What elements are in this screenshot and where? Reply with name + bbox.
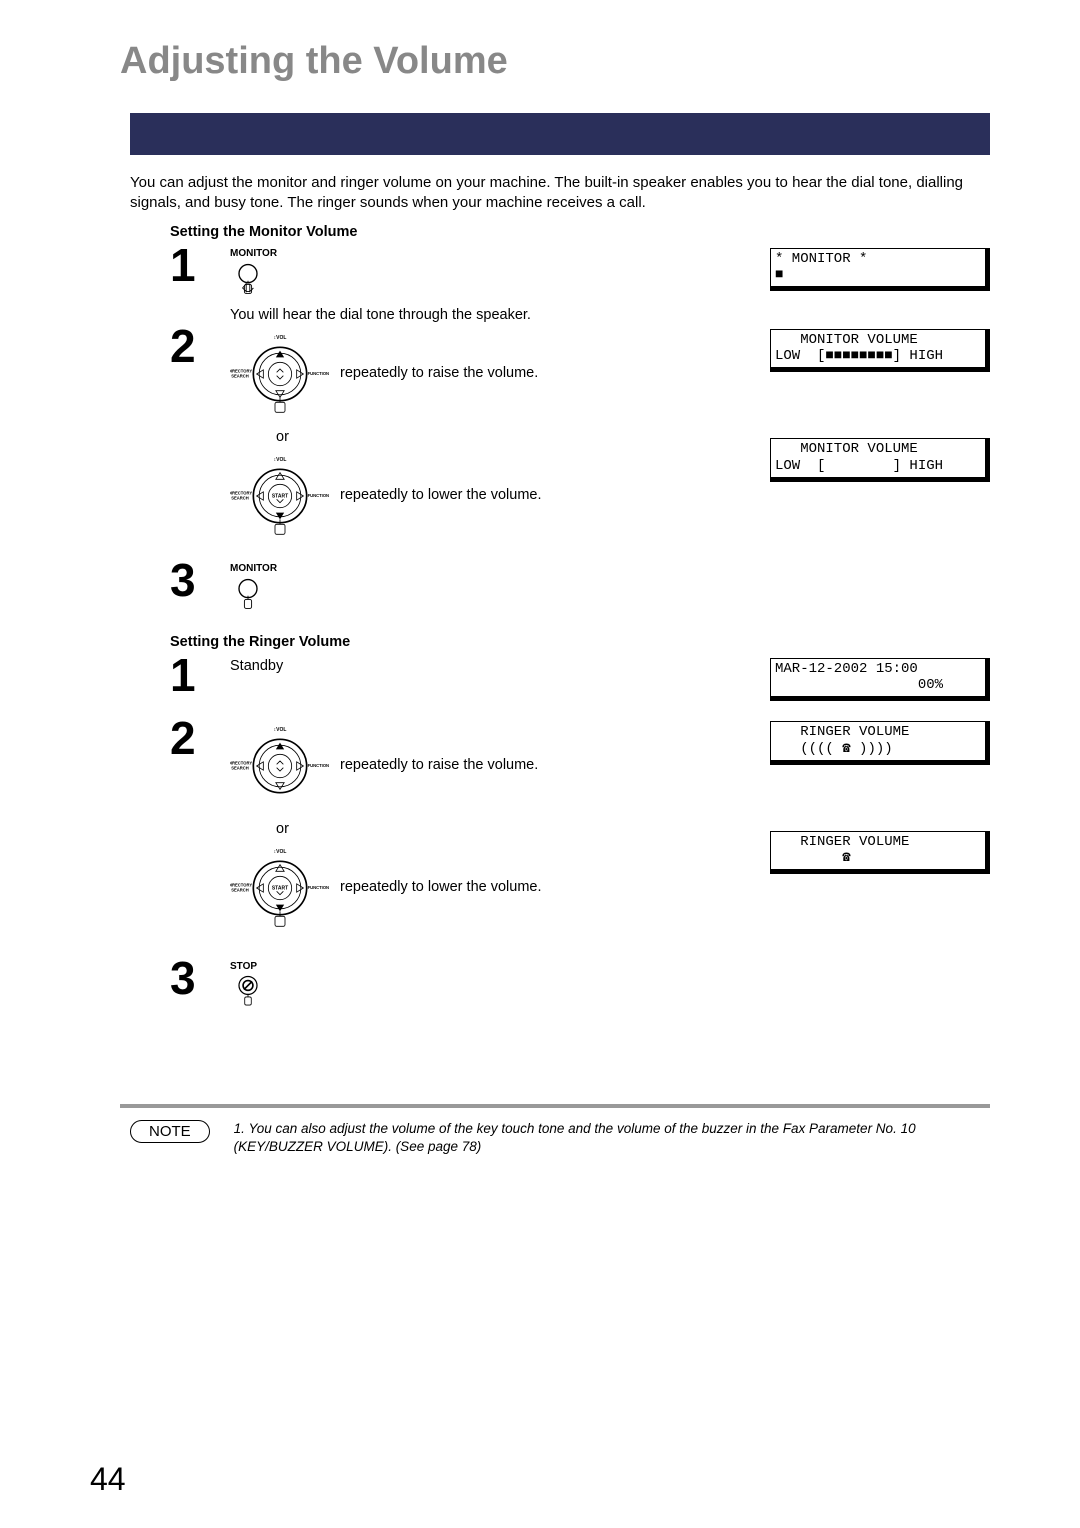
svg-text:START: START: [272, 886, 288, 892]
lcd-monitor-star: * MONITOR * ■: [770, 248, 990, 292]
step1-text: You will hear the dial tone through the …: [230, 307, 770, 323]
section1-heading: Setting the Monitor Volume: [170, 224, 990, 240]
raise-text: repeatedly to raise the volume.: [340, 721, 538, 773]
svg-text:FUNCTION: FUNCTION: [308, 492, 329, 497]
lcd-ringer-low: RINGER VOLUME ☎: [770, 831, 990, 875]
s2-step2: 2 ↕VOL DIRECTORY SEARCH FUNCTION: [170, 715, 990, 937]
page-number: 44: [90, 1461, 126, 1498]
monitor-label: MONITOR: [230, 563, 770, 574]
step-number: 2: [170, 715, 230, 761]
nav-wheel-down-icon: ↕VOL DIRECTORY SEARCH FUNCTION START: [230, 451, 330, 545]
stop-label: STOP: [230, 961, 770, 972]
svg-text:START: START: [272, 493, 288, 499]
note-text: 1. You can also adjust the volume of the…: [234, 1120, 990, 1156]
svg-text:↕VOL: ↕VOL: [274, 457, 287, 463]
s1-step3: 3 MONITOR: [170, 557, 990, 616]
svg-text:FUNCTION: FUNCTION: [308, 763, 329, 768]
svg-text:SEARCH: SEARCH: [231, 765, 249, 770]
divider: [120, 1104, 990, 1108]
lcd-standby: MAR-12-2002 15:00 00%: [770, 658, 990, 702]
lcd-monitor-vol-low: MONITOR VOLUME LOW [ ] HIGH: [770, 438, 990, 482]
svg-text:↕VOL: ↕VOL: [274, 335, 287, 341]
svg-text:FUNCTION: FUNCTION: [308, 370, 329, 375]
lcd-ringer-high: RINGER VOLUME (((( ☎ )))): [770, 721, 990, 765]
step-number: 1: [170, 652, 230, 698]
monitor-label: MONITOR: [230, 248, 770, 259]
svg-text:SEARCH: SEARCH: [231, 495, 249, 500]
s2-step3: 3 STOP: [170, 955, 990, 1014]
note-row: NOTE 1. You can also adjust the volume o…: [130, 1120, 990, 1156]
svg-text:SEARCH: SEARCH: [231, 373, 249, 378]
s1-step2: 2 ↕VOL DIRECTORY SEARCH FUNCTION: [170, 323, 990, 545]
monitor-button-icon: [230, 576, 266, 612]
stop-button-icon: [230, 974, 266, 1010]
step-number: 3: [170, 557, 230, 603]
note-badge: NOTE: [130, 1120, 210, 1143]
or-text: or: [276, 429, 770, 445]
section-bar: [130, 113, 990, 155]
step-number: 1: [170, 242, 230, 288]
section2-heading: Setting the Ringer Volume: [170, 634, 990, 650]
or-text: or: [276, 821, 770, 837]
nav-wheel-up-icon: ↕VOL DIRECTORY SEARCH FUNCTION: [230, 721, 330, 815]
svg-text:↕VOL: ↕VOL: [274, 849, 287, 855]
lcd-monitor-vol-high: MONITOR VOLUME LOW [■■■■■■■■] HIGH: [770, 329, 990, 373]
lower-text: repeatedly to lower the volume.: [340, 451, 542, 503]
s2-step1: 1 Standby MAR-12-2002 15:00 00%: [170, 652, 990, 716]
monitor-button-icon: [230, 261, 266, 297]
step-number: 3: [170, 955, 230, 1001]
page-title: Adjusting the Volume: [120, 40, 990, 83]
svg-text:SEARCH: SEARCH: [231, 887, 249, 892]
svg-text:FUNCTION: FUNCTION: [308, 885, 329, 890]
nav-wheel-up-icon: ↕VOL DIRECTORY SEARCH FUNCTION: [230, 329, 330, 423]
step-number: 2: [170, 323, 230, 369]
s1-step1: 1 MONITOR You will hear the dial tone th…: [170, 242, 990, 323]
lower-text: repeatedly to lower the volume.: [340, 843, 542, 895]
svg-text:↕VOL: ↕VOL: [274, 727, 287, 733]
raise-text: repeatedly to raise the volume.: [340, 329, 538, 381]
intro-text: You can adjust the monitor and ringer vo…: [130, 173, 990, 214]
nav-wheel-down-icon: ↕VOL DIRECTORY SEARCH FUNCTION START: [230, 843, 330, 937]
standby-text: Standby: [230, 658, 283, 674]
